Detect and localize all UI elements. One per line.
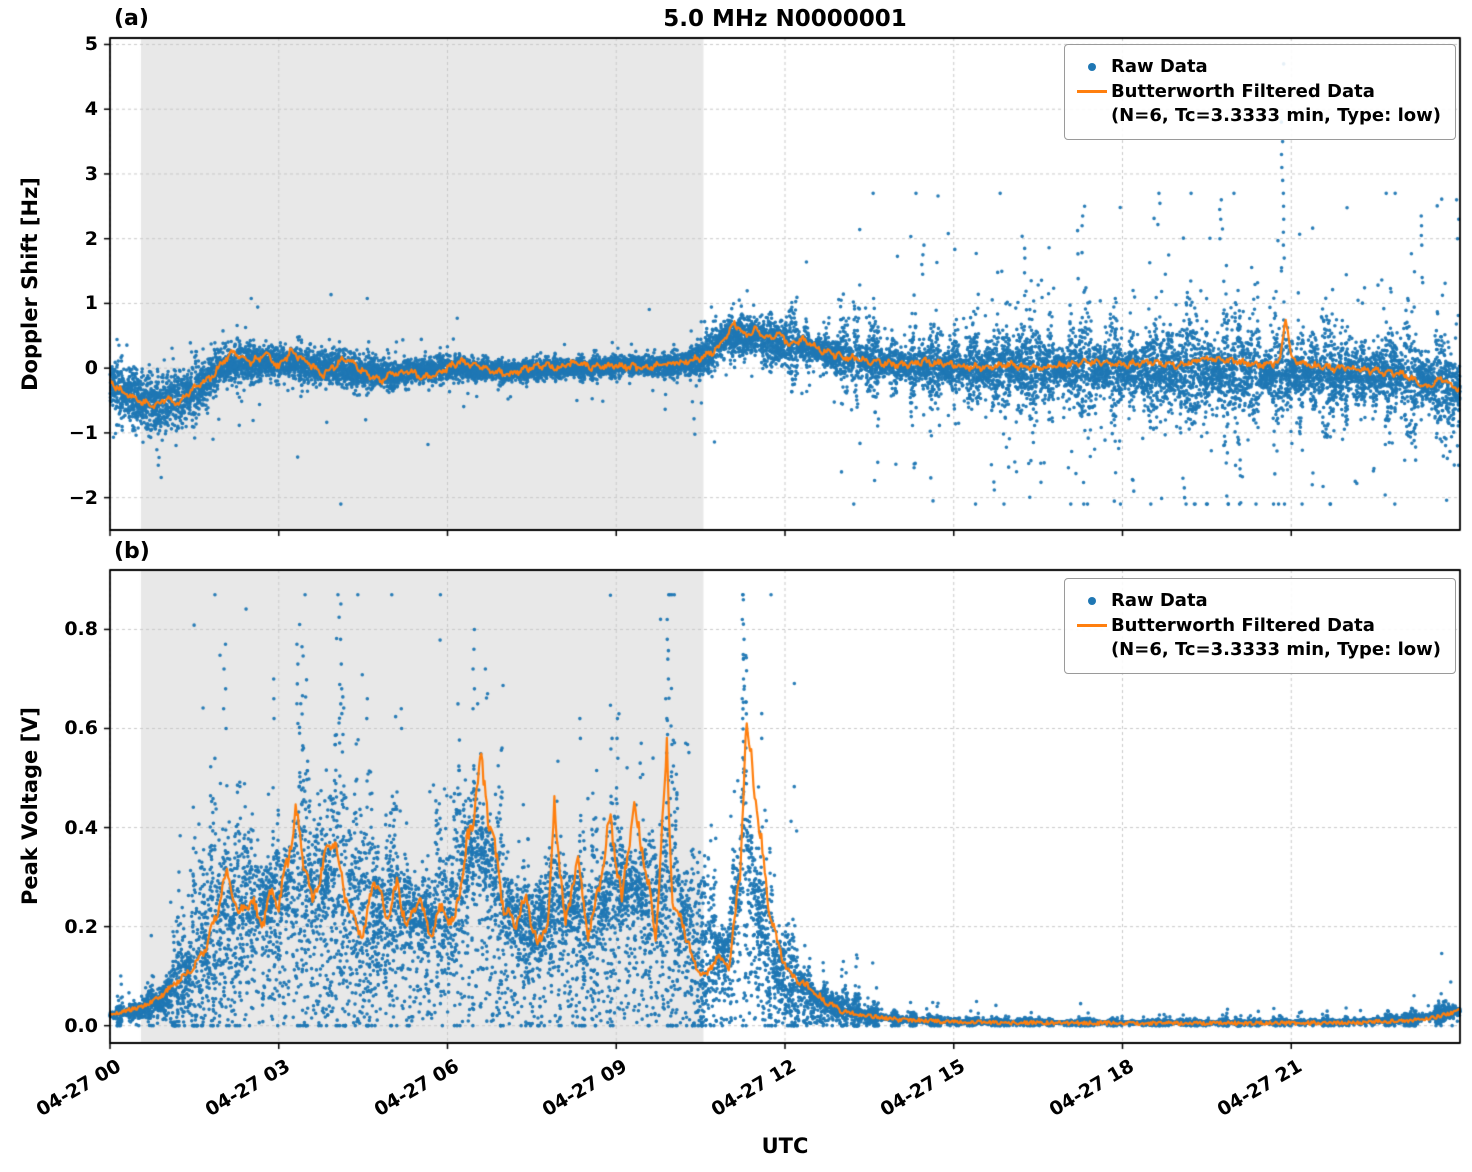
- y-tick-label-text: −1: [68, 421, 98, 444]
- y-tick-label-text: 0.6: [64, 717, 98, 740]
- legend-raw-label: Raw Data: [1110, 590, 1208, 611]
- y-tick-label-text: 0.4: [64, 816, 98, 839]
- panel-a-label: (a): [114, 6, 149, 31]
- y-tick-label-text: 4: [84, 98, 98, 121]
- chart-title: 5.0 MHz N0000001: [663, 6, 907, 32]
- y-tick-label-text: 1: [84, 292, 98, 315]
- legend-panel-b: Raw Data Butterworth Filtered Data (N=6,…: [1063, 578, 1456, 675]
- legend-item-filtered: Butterworth Filtered Data (N=6, Tc=3.333…: [1073, 614, 1441, 661]
- filtered-line-icon: [1073, 80, 1111, 103]
- legend-item-filtered: Butterworth Filtered Data (N=6, Tc=3.333…: [1073, 80, 1441, 127]
- y-tick-label-text: 2: [84, 227, 98, 250]
- legend-item-raw: Raw Data: [1073, 55, 1441, 78]
- legend-filtered-line2: (N=6, Tc=3.3333 min, Type: low): [1110, 104, 1441, 126]
- legend-raw-label: Raw Data: [1110, 56, 1208, 77]
- x-axis-label: UTC: [761, 1134, 809, 1158]
- filtered-line-icon: [1073, 614, 1111, 637]
- legend-item-raw: Raw Data: [1073, 589, 1441, 612]
- legend-filtered-line1: Butterworth Filtered Data: [1110, 615, 1375, 637]
- y-tick-label-text: 0.8: [64, 618, 98, 641]
- y-tick-label-text: 5: [84, 33, 98, 56]
- panel-b-ylabel: Peak Voltage [V]: [18, 706, 42, 906]
- legend-filtered-label: Butterworth Filtered Data (N=6, Tc=3.333…: [1111, 80, 1441, 127]
- raw-data-dot-icon: [1073, 55, 1111, 78]
- legend-filtered-label: Butterworth Filtered Data (N=6, Tc=3.333…: [1111, 614, 1441, 661]
- legend-filtered-line1: Butterworth Filtered Data: [1110, 81, 1375, 103]
- legend-filtered-line2: (N=6, Tc=3.3333 min, Type: low): [1110, 638, 1441, 660]
- raw-data-dot-icon: [1073, 589, 1111, 612]
- y-tick-label-text: 3: [84, 162, 98, 185]
- y-tick-label-text: −2: [68, 486, 98, 509]
- panel-b-label: (b): [114, 539, 150, 564]
- y-tick-label-text: 0.0: [64, 1014, 98, 1037]
- legend-panel-a: Raw Data Butterworth Filtered Data (N=6,…: [1063, 44, 1456, 141]
- y-tick-label-text: 0: [84, 357, 98, 380]
- panel-a-ylabel: Doppler Shift [Hz]: [18, 177, 42, 391]
- y-tick-label-text: 0.2: [64, 915, 98, 938]
